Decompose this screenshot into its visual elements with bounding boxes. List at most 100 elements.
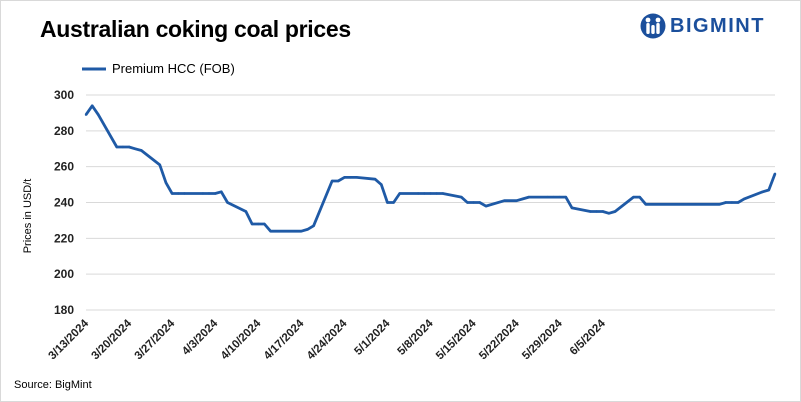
data-point (607, 212, 611, 215)
data-point (441, 192, 444, 195)
data-point (521, 197, 524, 201)
legend-label: Premium HCC (FOB) (112, 61, 235, 76)
data-point (121, 145, 125, 149)
x-tick-label: 5/29/2024 (520, 317, 565, 362)
x-tick-label: 4/17/2024 (262, 317, 307, 362)
data-point (207, 192, 211, 195)
x-tick-label: 3/27/2024 (133, 317, 178, 362)
x-tick-label: 5/15/2024 (434, 317, 479, 362)
data-point (478, 201, 481, 204)
data-point (337, 179, 340, 183)
data-point (509, 199, 512, 202)
chart-title: Australian coking coal prices (40, 16, 351, 42)
x-tick-label: 3/20/2024 (90, 317, 135, 362)
data-point (417, 192, 420, 195)
data-point (263, 222, 266, 226)
y-axis-label: Prices in USD/t (22, 179, 34, 254)
y-tick-label: 220 (54, 231, 74, 245)
data-point (601, 210, 604, 213)
data-point (546, 195, 549, 199)
y-tick-label: 180 (54, 303, 74, 317)
data-point (564, 195, 567, 199)
y-axis-ticks: 180 200 220 240 260 280 300 (54, 88, 74, 317)
data-point (97, 113, 100, 116)
data-point (330, 179, 334, 183)
data-point (386, 201, 389, 204)
data-point (177, 192, 180, 195)
data-point (435, 192, 438, 195)
y-tick-label: 260 (54, 160, 74, 174)
data-point (638, 195, 641, 199)
data-point (558, 195, 561, 199)
data-point (287, 230, 291, 233)
data-point (570, 206, 574, 210)
data-point (250, 222, 254, 226)
x-tick-label: 5/22/2024 (477, 317, 522, 362)
data-point (761, 190, 764, 193)
data-point (460, 195, 463, 199)
data-point (687, 203, 691, 206)
data-point (183, 192, 186, 195)
data-point (349, 176, 352, 179)
data-point (681, 203, 684, 206)
data-point (134, 147, 137, 150)
series-line-premium-hcc (84, 104, 777, 233)
data-point (552, 195, 555, 199)
data-point (466, 201, 469, 204)
data-point (355, 176, 358, 179)
data-point (164, 181, 168, 184)
data-point (84, 113, 88, 116)
x-tick-label: 5/1/2024 (352, 317, 393, 358)
y-tick-label: 280 (54, 124, 74, 138)
data-point (429, 192, 432, 195)
data-point (140, 149, 143, 152)
bigmint-logo-icon (640, 13, 666, 39)
data-point (220, 190, 223, 193)
data-point (244, 210, 248, 213)
y-tick-label: 240 (54, 196, 74, 210)
data-point (650, 203, 654, 206)
data-point (693, 203, 697, 206)
data-point (589, 210, 592, 213)
data-point (730, 201, 734, 204)
data-point (484, 204, 488, 208)
data-point (300, 230, 303, 233)
data-point (613, 210, 617, 213)
brand-logo: BIGMINT (640, 12, 765, 40)
data-point (201, 192, 205, 195)
data-point (306, 228, 309, 231)
data-point (158, 163, 161, 167)
x-tick-label: 5/8/2024 (395, 317, 436, 358)
x-tick-label: 6/5/2024 (568, 317, 609, 358)
data-point (380, 183, 383, 186)
data-point (632, 195, 635, 199)
data-point (773, 172, 777, 175)
data-point (472, 201, 475, 204)
data-point (718, 203, 721, 206)
data-point (392, 201, 395, 204)
data-point (503, 199, 506, 202)
data-point (743, 197, 746, 201)
data-points (84, 104, 777, 233)
x-tick-label: 4/24/2024 (305, 317, 350, 362)
data-point (515, 199, 518, 202)
brand-name: BIGMINT (670, 14, 765, 37)
data-point (656, 203, 660, 206)
data-point (724, 201, 727, 204)
data-point (312, 224, 315, 227)
data-point (115, 145, 119, 149)
data-point (423, 192, 426, 195)
legend: Premium HCC (FOB) (82, 61, 235, 76)
x-tick-label: 4/10/2024 (219, 317, 264, 362)
data-point (257, 222, 260, 226)
data-point (644, 203, 647, 206)
x-tick-label: 3/13/2024 (46, 317, 91, 362)
y-tick-label: 300 (54, 88, 74, 102)
data-point (700, 203, 703, 206)
data-point (736, 201, 740, 204)
source-note: Source: BigMint (14, 379, 92, 391)
data-point (127, 145, 131, 149)
